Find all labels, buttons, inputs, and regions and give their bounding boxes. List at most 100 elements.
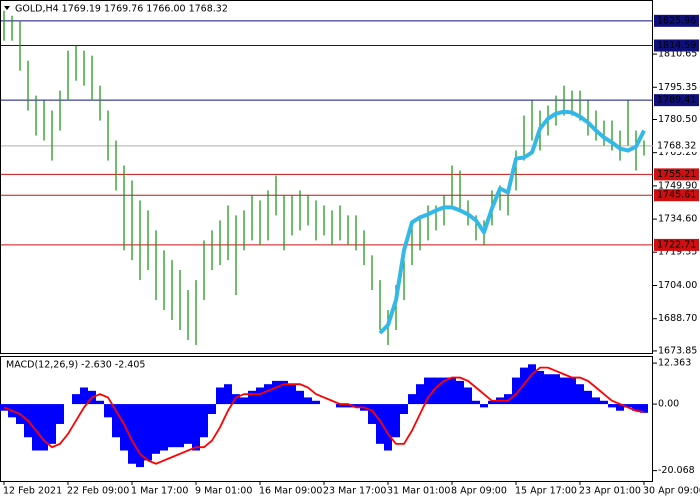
macd-bar [616,404,624,411]
y-tick-label: 1673.85 [658,345,697,356]
macd-bar [576,384,584,405]
macd-bar [488,400,496,405]
x-tick-label: 12 Feb 2021 [3,486,62,497]
macd-bar [240,397,248,405]
y-tick-label: 1734.60 [658,214,697,225]
level-label: 1745.61 [657,190,696,201]
macd-bar [528,364,536,405]
macd-bar [552,374,560,405]
macd-bar [272,380,280,405]
macd-bar [0,404,8,411]
level-label: 1814.59 [657,40,696,51]
indicator-line [378,109,646,335]
macd-bar [544,374,552,405]
y-tick-label: 1765.20 [658,147,697,158]
level-label: 1755.21 [657,169,696,180]
x-tick-label: 31 Mar 01:00 [387,486,450,497]
macd-bar [400,404,408,415]
macd-bar [608,404,616,408]
macd-bar [440,377,448,405]
macd-bar [432,377,440,405]
x-tick-label: 15 Apr 17:00 [515,486,577,497]
macd-bar [248,390,256,405]
macd-bar [464,387,472,405]
y-tick-label: 12.363 [658,358,691,369]
y-tick-label: 1688.70 [658,313,697,324]
macd-bar [224,384,232,405]
signal-line [3,366,645,465]
macd-bar [416,384,424,405]
y-tick-label: 1704.00 [658,280,697,291]
macd-bar [256,387,264,405]
macd-bar [144,404,152,461]
level-label: 1722.71 [657,239,696,250]
macd-bar [392,404,400,438]
macd-bar [184,404,192,444]
x-tick-label: 30 Apr 09:00 [643,486,700,497]
macd-bar [408,394,416,405]
level-label-box [654,14,699,27]
macd-bar [624,404,632,408]
y-tick-label: 1810.65 [658,49,697,60]
macd-bar [208,404,216,415]
y-tick-label: 1780.50 [658,114,697,125]
y-tick-label: 1719.35 [658,247,697,258]
x-tick-label: 9 Mar 01:00 [195,486,252,497]
macd-bar [216,387,224,405]
macd-bar [200,404,208,438]
macd-bar [600,400,608,405]
y-tick-label: -20.068 [658,465,695,476]
y-tick-label: 1749.90 [658,180,697,191]
macd-bar [56,404,64,424]
level-label: 1825.96 [657,15,696,26]
macd-bar [120,404,128,451]
macd-frame [0,356,653,482]
x-tick-label: 23 Apr 01:00 [579,486,641,497]
y-tick-label: 1795.35 [658,82,697,93]
macd-bar [32,404,40,451]
macd-bar [456,380,464,405]
level-label-box [654,238,699,251]
macd-bar [504,394,512,405]
macd-bar [640,404,648,413]
x-tick-label: 1 Mar 17:00 [131,486,188,497]
macd-bar [520,367,528,405]
macd-bar [152,404,160,454]
macd-bar [296,390,304,405]
macd-bar [592,397,600,405]
level-label-box [654,139,699,152]
macd-bar [312,400,320,405]
macd-bar [304,397,312,405]
macd-bar [48,404,56,444]
macd-bar [448,377,456,405]
macd-bar [136,404,144,468]
macd-bar [264,384,272,405]
macd-bar [584,390,592,405]
y-tick-label: 0.00 [658,399,679,410]
macd-bar [280,380,288,405]
level-label-box [654,39,699,52]
menu-arrow [4,6,10,10]
x-tick-label: 16 Mar 09:00 [259,486,322,497]
macd-bar [424,377,432,405]
macd-bar [336,404,344,408]
macd-bar [104,404,112,418]
macd-bar [480,404,488,408]
macd-bar [536,370,544,405]
macd-bar [632,404,640,411]
macd-bar [376,404,384,444]
level-label: 1789.41 [657,95,696,106]
macd-bar [128,404,136,464]
level-label-box [654,94,699,107]
macd-bar [72,394,80,405]
macd-bar [568,377,576,405]
macd-bar [512,377,520,405]
macd-bar [344,404,352,408]
x-tick-label: 23 Mar 17:00 [323,486,386,497]
level-label-box [654,189,699,202]
macd-bar [80,387,88,405]
level-label: 1768.32 [657,140,696,151]
x-tick-label: 8 Apr 09:00 [451,486,507,497]
